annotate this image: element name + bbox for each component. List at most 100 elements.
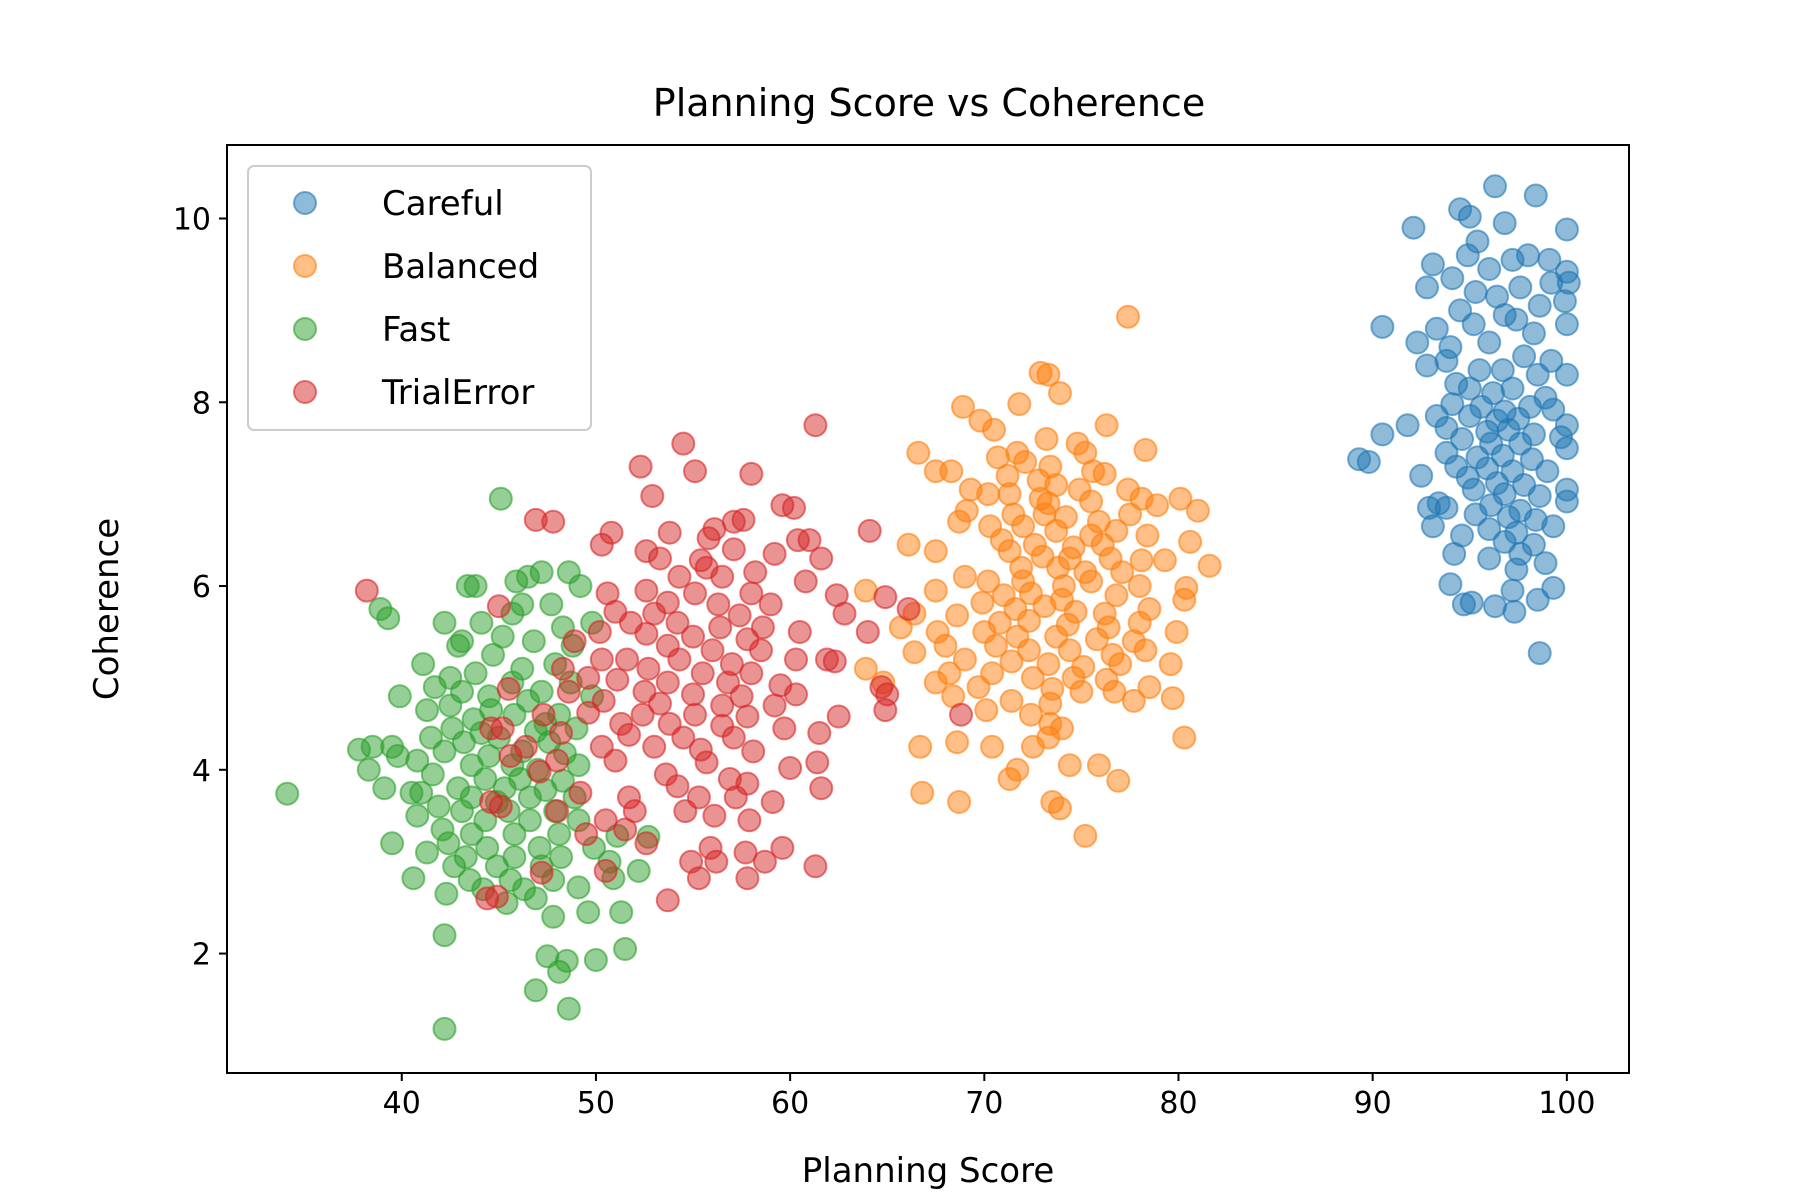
data-point xyxy=(704,849,729,874)
data-point xyxy=(1036,362,1061,387)
x-tick-label: 80 xyxy=(1159,1086,1197,1121)
data-point xyxy=(541,509,566,534)
data-point xyxy=(1442,541,1467,566)
data-point xyxy=(589,532,614,557)
data-point xyxy=(523,886,548,911)
data-point xyxy=(1523,183,1548,208)
data-point xyxy=(741,739,766,764)
data-point xyxy=(385,744,410,768)
data-point xyxy=(749,638,773,663)
data-point xyxy=(667,647,692,672)
data-point xyxy=(1477,546,1502,571)
data-point xyxy=(354,578,379,603)
data-point xyxy=(1552,289,1577,314)
data-point xyxy=(673,799,698,824)
data-point xyxy=(593,858,618,883)
data-point xyxy=(739,661,764,686)
data-point xyxy=(1492,211,1517,236)
data-point xyxy=(793,569,818,594)
legend-label: Careful xyxy=(382,184,504,224)
data-point xyxy=(1108,652,1133,677)
data-point xyxy=(945,730,970,755)
data-point xyxy=(451,730,476,755)
data-point xyxy=(1502,599,1527,624)
data-point xyxy=(902,640,927,665)
data-point xyxy=(1438,572,1463,597)
data-point xyxy=(1527,293,1552,318)
data-point xyxy=(1512,344,1537,369)
data-point xyxy=(549,845,573,870)
series-careful xyxy=(1347,174,1581,666)
data-point xyxy=(488,794,513,819)
data-point xyxy=(1127,574,1152,598)
data-point xyxy=(1018,702,1043,727)
data-point xyxy=(947,509,972,534)
data-point xyxy=(690,661,715,686)
data-point xyxy=(463,661,488,686)
data-point xyxy=(657,520,682,545)
y-tick-label: 2 xyxy=(192,938,211,973)
data-point xyxy=(405,803,430,828)
data-point xyxy=(545,748,570,773)
data-point xyxy=(613,937,638,961)
data-point xyxy=(1197,553,1222,578)
data-point xyxy=(356,757,381,782)
data-point xyxy=(752,849,777,874)
data-point xyxy=(710,693,735,718)
data-point xyxy=(665,610,690,635)
data-point xyxy=(906,440,931,465)
data-point xyxy=(1490,358,1515,383)
data-point xyxy=(1477,517,1502,542)
data-point xyxy=(432,739,457,764)
y-tick-label: 10 xyxy=(173,203,211,238)
data-point xyxy=(910,780,935,805)
data-point xyxy=(1554,217,1579,242)
data-point xyxy=(1457,376,1482,401)
data-point xyxy=(622,799,647,824)
data-point xyxy=(1461,312,1486,337)
data-point xyxy=(463,574,488,598)
data-point xyxy=(681,682,705,707)
data-point xyxy=(1461,477,1486,502)
data-point xyxy=(576,700,601,725)
data-point xyxy=(568,780,593,805)
data-point xyxy=(1048,796,1072,821)
y-tick-label: 4 xyxy=(192,754,211,789)
data-point xyxy=(984,633,1008,658)
data-point xyxy=(1135,523,1160,548)
data-point xyxy=(1172,587,1197,612)
data-point xyxy=(1554,436,1579,461)
data-point xyxy=(589,647,614,672)
data-point xyxy=(1434,495,1459,520)
series-trialerror xyxy=(354,413,973,913)
data-point xyxy=(787,620,812,644)
data-point xyxy=(488,486,513,511)
data-point xyxy=(523,978,548,1003)
data-point xyxy=(1508,275,1533,300)
x-tick-label: 50 xyxy=(577,1086,615,1121)
data-point xyxy=(556,996,581,1021)
data-point xyxy=(409,780,434,805)
data-point xyxy=(401,866,426,891)
data-point xyxy=(517,808,542,833)
data-point xyxy=(982,417,1006,442)
data-point xyxy=(1463,280,1488,304)
data-point xyxy=(634,621,659,646)
data-point xyxy=(1500,376,1525,401)
data-point xyxy=(469,610,494,635)
data-point xyxy=(822,649,847,674)
data-point xyxy=(933,633,958,658)
data-point xyxy=(706,592,731,617)
data-point xyxy=(896,597,921,621)
data-point xyxy=(405,748,430,773)
data-point xyxy=(970,590,995,615)
data-point xyxy=(1178,529,1203,554)
data-point xyxy=(803,413,828,438)
data-point xyxy=(1013,450,1038,474)
y-axis-label: Coherence xyxy=(87,518,127,700)
data-point xyxy=(531,702,556,727)
data-point xyxy=(671,725,696,750)
data-point xyxy=(1516,243,1540,268)
data-point xyxy=(498,744,523,768)
data-point xyxy=(1129,548,1154,573)
